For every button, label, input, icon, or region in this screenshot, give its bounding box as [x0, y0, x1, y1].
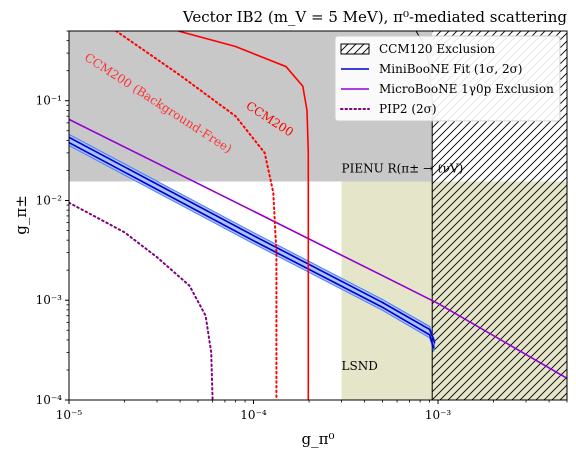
x-axis-title: g_π⁰ — [302, 430, 335, 448]
legend-label: MicroBooNE 1γ0p Exclusion — [379, 82, 554, 96]
annotation-pienu-r-v: PIENU R(π± → ℓνV) — [342, 162, 464, 176]
y-tick-label: 10⁻¹ — [36, 94, 62, 108]
legend-label: MiniBooNE Fit (1σ, 2σ) — [379, 62, 522, 76]
x-tick-label: 10⁻³ — [425, 408, 452, 422]
series-band-miniboone-fit-1-2 — [69, 133, 436, 352]
x-tick-label: 10⁻⁵ — [56, 408, 83, 422]
series-line-miniboone-fit-lower — [69, 136, 436, 344]
x-tick-label: 10⁻⁴ — [240, 408, 267, 422]
annotation-lsnd: LSND — [342, 359, 378, 373]
series-line-microboone-1-0p-exclusion — [69, 118, 567, 379]
x-ticks: 10⁻⁵ 10⁻⁴ 10⁻³ — [56, 400, 568, 422]
series — [69, 31, 567, 400]
legend-swatch-hatch — [340, 43, 370, 55]
region-gap — [327, 181, 342, 400]
legend-label: CCM120 Exclusion — [379, 42, 495, 56]
y-tick-label: 10⁻³ — [36, 293, 63, 307]
series-line-miniboone-fit-1-2 — [69, 141, 435, 349]
y-ticks: 10⁻⁴ 10⁻³ 10⁻² 10⁻¹ — [36, 30, 69, 407]
series-line-ccm200-background-free — [115, 31, 278, 400]
legend-label: PIP2 (2σ) — [379, 102, 437, 116]
y-axis-title: g_π± — [12, 195, 30, 235]
plot-frame — [68, 30, 568, 401]
y-tick-label: 10⁻² — [36, 193, 63, 207]
chart-title: Vector IB2 (m_V = 5 MeV), π⁰-mediated sc… — [182, 8, 568, 26]
y-tick-label: 10⁻⁴ — [36, 393, 63, 407]
legend: CCM120 Exclusion MiniBooNE Fit (1σ, 2σ) Mi… — [334, 35, 561, 122]
series-line-pip2-2 — [69, 201, 214, 400]
legend-box — [334, 35, 561, 122]
series-line-ccm200 — [177, 31, 310, 400]
